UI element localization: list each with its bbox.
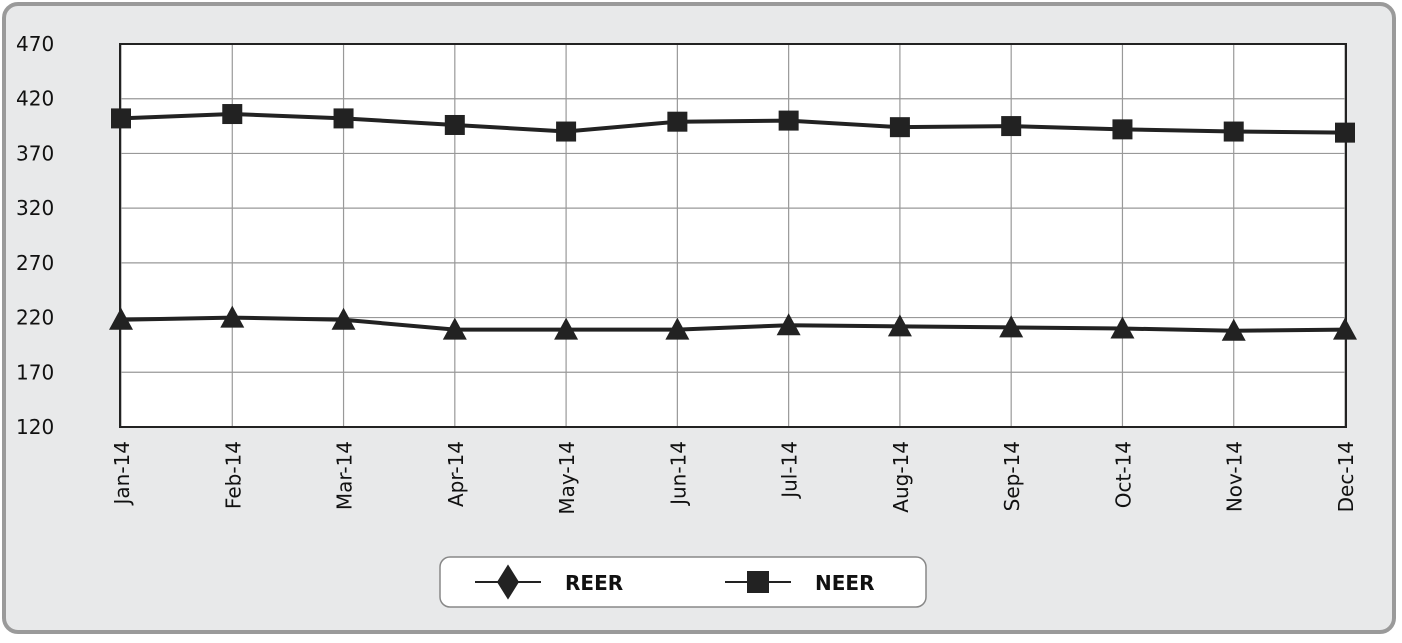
marker-triangle (1221, 318, 1246, 341)
marker-square (1001, 116, 1022, 137)
marker-square (889, 117, 910, 138)
plot-border (119, 43, 1347, 428)
x-tick-label: Feb-14 (221, 441, 245, 509)
legend-label: NEER (815, 571, 874, 595)
y-tick-label: 220 (16, 306, 54, 330)
marker-triangle (554, 317, 579, 340)
y-tick-label: 370 (16, 141, 54, 165)
x-tick-label: Jan-14 (110, 441, 134, 507)
marker-square (667, 111, 688, 132)
x-tick-label: Aug-14 (889, 441, 913, 513)
marker-square (111, 108, 131, 129)
marker-square (1112, 119, 1133, 140)
marker-triangle (665, 317, 690, 340)
marker-square (556, 121, 577, 142)
legend-box (439, 556, 927, 608)
x-tick-label: Mar-14 (333, 441, 357, 510)
marker-square (222, 104, 243, 125)
marker-triangle (442, 317, 467, 340)
x-tick-label: Sep-14 (1000, 441, 1024, 511)
y-tick-label: 320 (16, 196, 54, 220)
marker-triangle (999, 315, 1024, 338)
x-tick-label: May-14 (555, 441, 579, 515)
marker-triangle (1333, 317, 1357, 340)
marker-triangle (1110, 316, 1135, 339)
x-tick-label: Apr-14 (444, 441, 468, 507)
marker-square (1223, 121, 1244, 142)
y-tick-label: 420 (16, 87, 54, 111)
marker-triangle (776, 313, 801, 336)
y-tick-label: 170 (16, 360, 54, 384)
marker-square (333, 108, 354, 129)
marker-triangle (109, 307, 133, 330)
legend-label: REER (565, 571, 623, 595)
x-tick-label: Oct-14 (1111, 441, 1135, 508)
x-tick-label: Jul-14 (778, 441, 802, 500)
y-tick-label: 470 (16, 32, 54, 56)
y-tick-label: 120 (16, 415, 54, 439)
marker-triangle (220, 305, 245, 328)
marker-square (778, 110, 799, 131)
x-tick-label: Dec-14 (1334, 441, 1358, 512)
y-tick-label: 270 (16, 251, 54, 275)
marker-square (444, 114, 465, 135)
marker-square (1335, 122, 1355, 143)
marker-diamond (497, 564, 519, 600)
series-line (120, 112, 1346, 135)
marker-square (747, 571, 769, 593)
plot-area (120, 44, 1346, 427)
marker-triangle (887, 314, 912, 337)
x-tick-label: Jun-14 (666, 441, 690, 507)
x-tick-label: Nov-14 (1223, 441, 1247, 512)
series-line (120, 315, 1346, 333)
marker-triangle (331, 307, 356, 330)
